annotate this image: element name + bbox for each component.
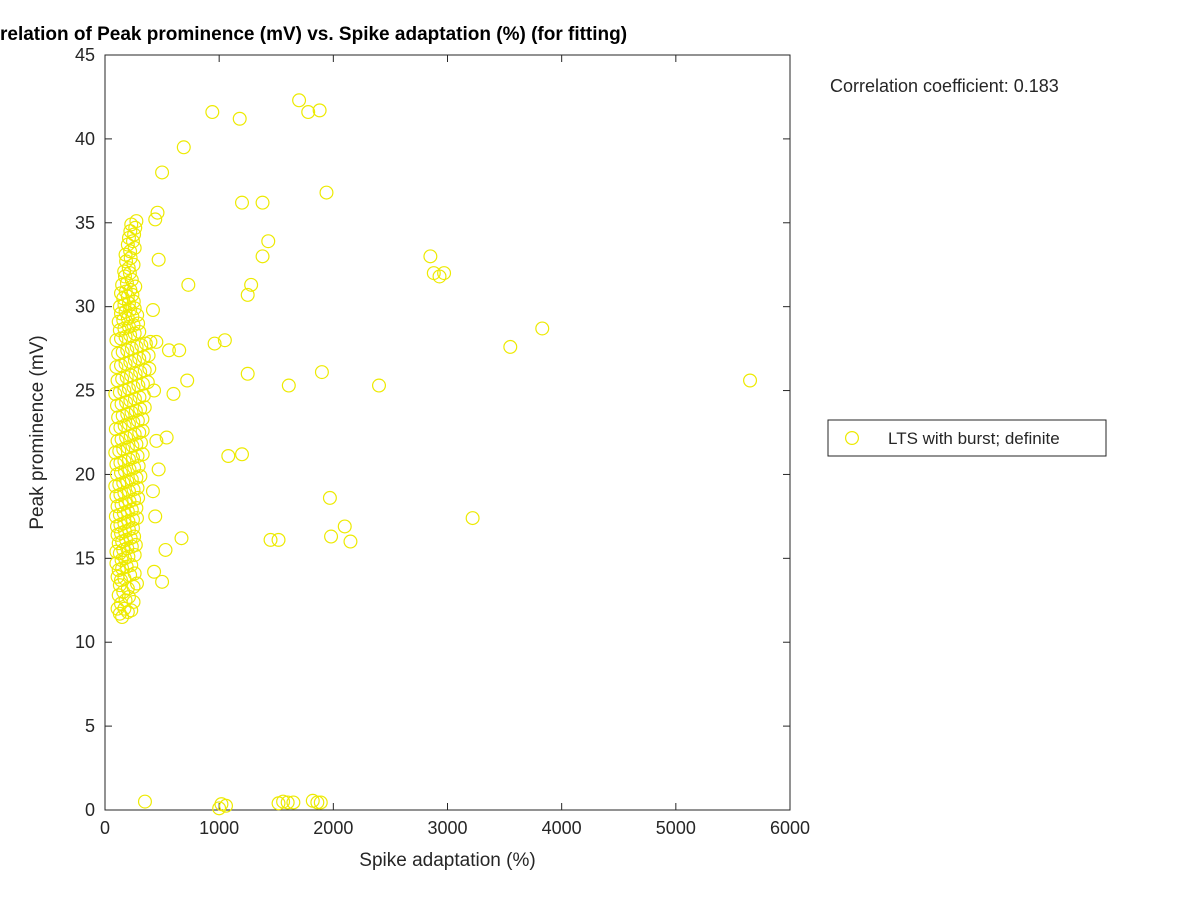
data-point xyxy=(424,250,437,263)
data-point xyxy=(744,374,757,387)
data-point xyxy=(182,278,195,291)
data-point xyxy=(324,492,337,505)
data-point xyxy=(302,106,315,119)
y-tick-label: 25 xyxy=(75,381,95,401)
data-point xyxy=(262,235,275,248)
data-point xyxy=(256,250,269,263)
data-point xyxy=(264,533,277,546)
data-point xyxy=(338,520,351,533)
legend-marker-icon xyxy=(846,432,859,445)
data-point xyxy=(313,104,326,117)
data-point xyxy=(344,535,357,548)
data-point xyxy=(148,384,161,397)
chart-title: relation of Peak prominence (mV) vs. Spi… xyxy=(0,24,627,45)
y-tick-label: 15 xyxy=(75,548,95,568)
x-tick-label: 6000 xyxy=(770,818,810,838)
chart-stage: relation of Peak prominence (mV) vs. Spi… xyxy=(0,0,1200,900)
data-point xyxy=(222,450,235,463)
legend-label: LTS with burst; definite xyxy=(888,429,1060,448)
scatter-series xyxy=(109,94,757,815)
x-tick-label: 2000 xyxy=(313,818,353,838)
x-tick-label: 0 xyxy=(100,818,110,838)
data-point xyxy=(156,166,169,179)
correlation-annotation: Correlation coefficient: 0.183 xyxy=(830,76,1059,96)
data-point xyxy=(373,379,386,392)
y-tick-label: 0 xyxy=(85,800,95,820)
data-point xyxy=(147,485,160,498)
data-point xyxy=(206,106,219,119)
data-point xyxy=(143,362,156,375)
data-point xyxy=(152,253,165,266)
data-point xyxy=(148,565,161,578)
data-point xyxy=(233,112,246,125)
data-point xyxy=(173,344,186,357)
data-point xyxy=(272,533,285,546)
y-tick-label: 35 xyxy=(75,213,95,233)
data-point xyxy=(159,544,172,557)
data-point xyxy=(466,512,479,525)
y-tick-label: 5 xyxy=(85,716,95,736)
data-point xyxy=(167,388,180,401)
x-tick-label: 5000 xyxy=(656,818,696,838)
data-point xyxy=(504,341,517,354)
data-point xyxy=(236,448,249,461)
x-tick-label: 3000 xyxy=(427,818,467,838)
data-point xyxy=(147,304,160,317)
data-point xyxy=(149,213,162,226)
data-point xyxy=(282,379,295,392)
y-tick-label: 45 xyxy=(75,45,95,65)
data-point xyxy=(151,206,164,219)
y-tick-label: 30 xyxy=(75,297,95,317)
data-point xyxy=(325,530,338,543)
data-point xyxy=(149,510,162,523)
x-tick-label: 1000 xyxy=(199,818,239,838)
data-point xyxy=(241,367,254,380)
x-tick-label: 4000 xyxy=(542,818,582,838)
data-point xyxy=(152,463,165,476)
data-point xyxy=(293,94,306,107)
y-tick-label: 20 xyxy=(75,464,95,484)
data-point xyxy=(139,795,152,808)
plot-border xyxy=(105,55,790,810)
y-tick-label: 10 xyxy=(75,632,95,652)
data-point xyxy=(181,374,194,387)
data-point xyxy=(163,344,176,357)
data-point xyxy=(320,186,333,199)
data-point xyxy=(316,366,329,379)
data-point xyxy=(536,322,549,335)
data-point xyxy=(175,532,188,545)
y-axis-label: Peak prominence (mV) xyxy=(27,335,48,529)
x-axis-label: Spike adaptation (%) xyxy=(359,850,535,871)
data-point xyxy=(236,196,249,209)
data-point xyxy=(256,196,269,209)
y-tick-label: 40 xyxy=(75,129,95,149)
data-point xyxy=(177,141,190,154)
chart-svg: relation of Peak prominence (mV) vs. Spi… xyxy=(0,0,1200,900)
data-point xyxy=(438,267,451,280)
data-point xyxy=(311,796,324,809)
data-point xyxy=(314,796,327,809)
